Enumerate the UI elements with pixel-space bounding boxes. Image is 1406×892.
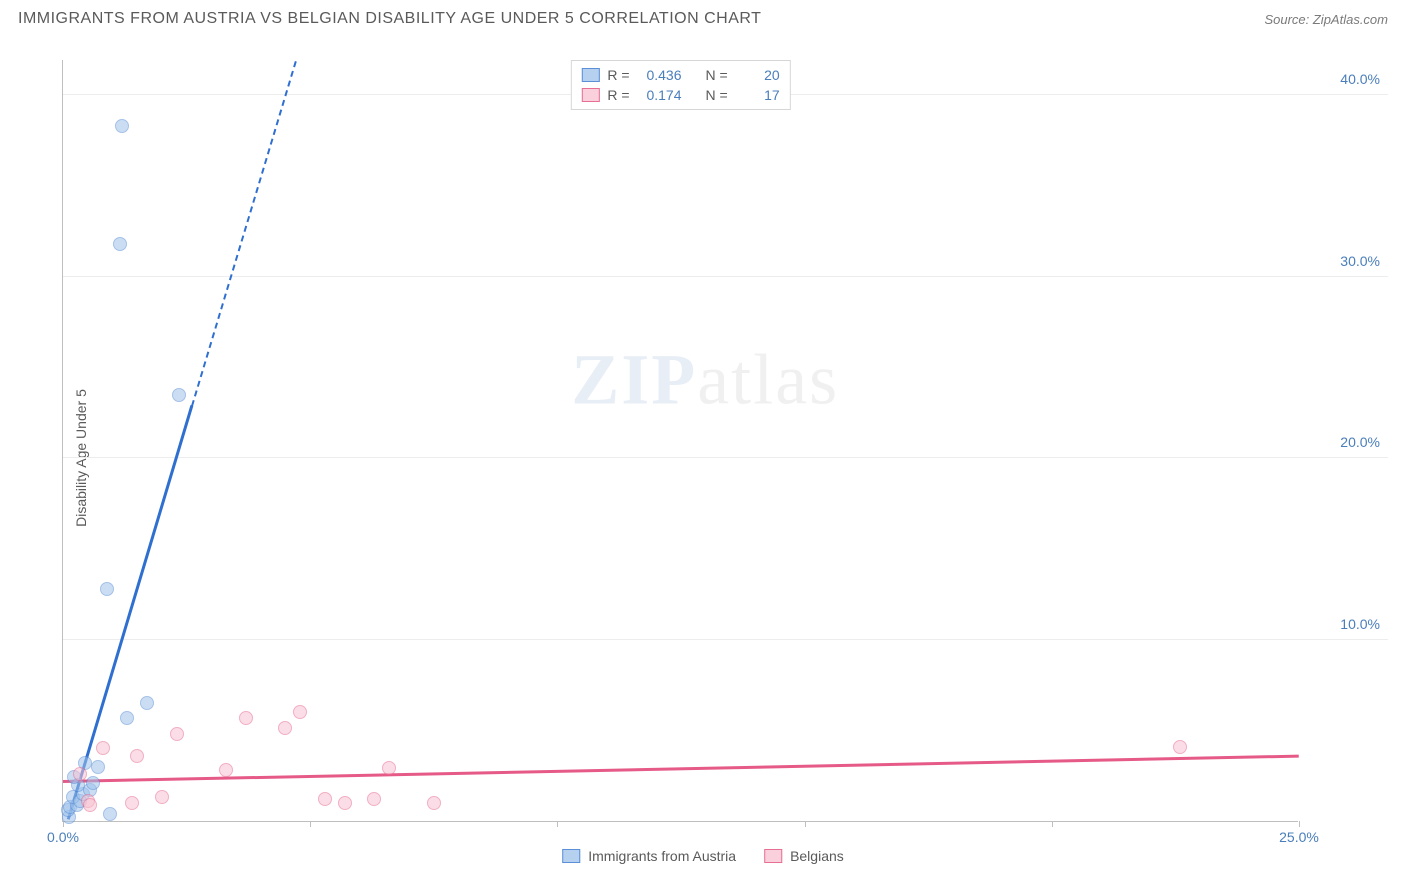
data-point [86,776,100,790]
legend-swatch [581,68,599,82]
data-point [91,760,105,774]
data-point [278,721,292,735]
data-point [318,792,332,806]
legend-r-label: R = [607,87,629,103]
legend-row: R = 0.174 N = 17 [581,85,779,105]
y-tick-label: 20.0% [1340,434,1380,450]
legend-row: R = 0.436 N = 20 [581,65,779,85]
data-point [73,767,87,781]
gridline [63,639,1388,640]
legend-label: Immigrants from Austria [588,848,736,864]
data-point [125,796,139,810]
correlation-legend: R = 0.436 N = 20 R = 0.174 N = 17 [570,60,790,110]
x-tick-label: 0.0% [47,829,79,845]
legend-n-label: N = [706,87,728,103]
chart-title: IMMIGRANTS FROM AUSTRIA VS BELGIAN DISAB… [18,10,761,28]
legend-n-value: 17 [736,87,780,103]
x-tick [805,821,806,827]
x-tick-label: 25.0% [1279,829,1319,845]
watermark: ZIPatlas [571,338,839,421]
data-point [103,807,117,821]
x-tick [1052,821,1053,827]
y-tick-label: 10.0% [1340,616,1380,632]
chart-container: Disability Age Under 5 ZIPatlas R =0.436… [18,44,1388,872]
gridline [63,276,1388,277]
trend-line [63,755,1299,783]
data-point [239,711,253,725]
data-point [140,696,154,710]
data-point [120,711,134,725]
data-point [427,796,441,810]
legend-item: Belgians [764,848,844,864]
legend-swatch [562,849,580,863]
source-credit: Source: ZipAtlas.com [1264,12,1388,27]
x-tick [310,821,311,827]
plot-area: ZIPatlas R =0.436N =20R =0.174N =17 10.0… [62,60,1298,822]
legend-r-value: 0.174 [638,87,682,103]
legend-n-value: 20 [736,67,780,83]
legend-label: Belgians [790,848,844,864]
data-point [115,119,129,133]
data-point [367,792,381,806]
legend-swatch [581,88,599,102]
data-point [338,796,352,810]
data-point [83,798,97,812]
gridline [63,457,1388,458]
legend-n-label: N = [706,67,728,83]
data-point [1173,740,1187,754]
data-point [100,582,114,596]
x-tick [1299,821,1300,827]
series-legend: Immigrants from Austria Belgians [562,848,844,864]
legend-swatch [764,849,782,863]
data-point [170,727,184,741]
trend-line-dash [191,61,297,406]
data-point [96,741,110,755]
data-point [172,388,186,402]
legend-r-label: R = [607,67,629,83]
x-tick [557,821,558,827]
data-point [219,763,233,777]
y-tick-label: 30.0% [1340,253,1380,269]
legend-item: Immigrants from Austria [562,848,736,864]
y-tick-label: 40.0% [1340,71,1380,87]
data-point [382,761,396,775]
data-point [155,790,169,804]
data-point [113,237,127,251]
legend-r-value: 0.436 [638,67,682,83]
data-point [293,705,307,719]
data-point [130,749,144,763]
